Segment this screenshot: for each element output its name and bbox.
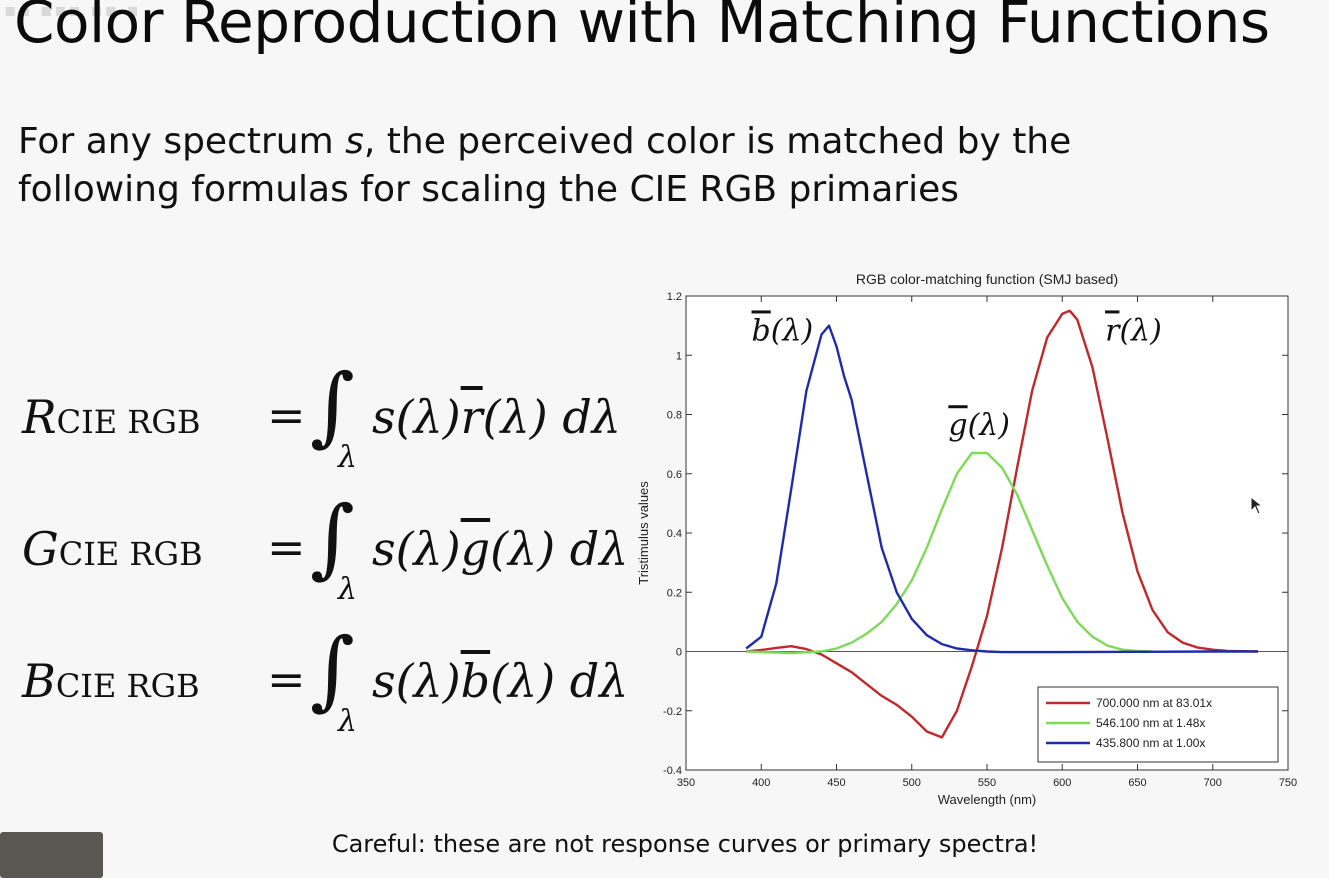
- legend-label-1: 546.100 nm at 1.48x: [1096, 716, 1205, 730]
- intro-variable: s: [345, 121, 364, 162]
- legend-label-2: 435.800 nm at 1.00x: [1096, 736, 1205, 750]
- equation-lhs: GCIE RGB: [22, 522, 203, 576]
- intro-text-end: , the perceived color is matched by the …: [18, 121, 1072, 210]
- presenter-thumbnail: [0, 832, 103, 878]
- integral-subscript: λ: [338, 440, 358, 475]
- integral-sign: ∫: [310, 488, 355, 588]
- equation-r: RCIE RGB = ∫ λ s(λ)r(λ) dλ: [22, 356, 622, 482]
- x-axis-label: Wavelength (nm): [938, 792, 1037, 807]
- y-tick-label: -0.2: [663, 706, 682, 718]
- x-tick-label: 600: [1053, 777, 1071, 789]
- equation-g: GCIE RGB = ∫ λ s(λ)g(λ) dλ: [22, 488, 628, 614]
- y-tick-label: 0.8: [667, 410, 682, 422]
- y-tick-label: 0.6: [667, 469, 682, 481]
- equals-sign: =: [267, 652, 306, 706]
- slide-title: Color Reproduction with Matching Functio…: [14, 0, 1270, 56]
- x-tick-label: 650: [1128, 777, 1146, 789]
- mouse-cursor-icon: [1250, 496, 1264, 515]
- x-tick-label: 350: [677, 777, 695, 789]
- equals-sign: =: [267, 388, 306, 442]
- x-tick-label: 450: [827, 777, 845, 789]
- x-tick-label: 550: [978, 777, 996, 789]
- watermark: ▪▪ ▪▪▪ ▪▪ ▪: [4, 0, 141, 21]
- color-matching-chart: RGB color-matching function (SMJ based) 3…: [636, 271, 1297, 807]
- y-tick-label: 0.2: [667, 587, 682, 599]
- integral-sign: ∫: [310, 620, 355, 720]
- y-tick-label: 1.2: [667, 291, 682, 303]
- legend-label-0: 700.000 nm at 83.01x: [1096, 696, 1212, 710]
- curve-label-1: g(λ): [948, 408, 1010, 443]
- y-tick-label: 0: [676, 647, 682, 659]
- y-axis-label: Tristimulus values: [636, 481, 651, 585]
- equation-rhs: s(λ)b(λ) dλ: [372, 654, 629, 708]
- x-tick-label: 400: [752, 777, 770, 789]
- legend-box: [1037, 686, 1279, 763]
- series-line-2: [745, 324, 1258, 654]
- equation-rhs: s(λ)r(λ) dλ: [372, 390, 621, 444]
- series-line-0: [746, 309, 1258, 739]
- equation-lhs: BCIE RGB: [22, 654, 200, 708]
- chart-title: RGB color-matching function (SMJ based): [856, 271, 1118, 287]
- x-tick-label: 700: [1204, 777, 1222, 789]
- equation-rhs: s(λ)g(λ) dλ: [372, 522, 629, 576]
- caption: Careful: these are not response curves o…: [331, 830, 1039, 858]
- equals-sign: =: [267, 520, 306, 574]
- intro-text: For any spectrum s, the perceived color …: [18, 118, 1238, 214]
- equation-lhs: RCIE RGB: [22, 390, 201, 444]
- y-tick-label: -0.4: [663, 765, 682, 777]
- y-tick-label: 0.4: [667, 528, 682, 540]
- x-tick-label: 500: [903, 777, 921, 789]
- equation-b: BCIE RGB = ∫ λ s(λ)b(λ) dλ: [22, 620, 628, 746]
- integral-subscript: λ: [338, 572, 358, 607]
- curve-label-2: b(λ): [752, 313, 814, 348]
- y-tick-label: 1: [676, 350, 682, 362]
- integral-sign: ∫: [310, 356, 355, 456]
- series-line-1: [746, 451, 1153, 655]
- integral-subscript: λ: [338, 704, 358, 739]
- intro-text-start: For any spectrum: [18, 121, 346, 162]
- x-tick-label: 750: [1279, 777, 1297, 789]
- curve-label-0: r(λ): [1105, 313, 1162, 348]
